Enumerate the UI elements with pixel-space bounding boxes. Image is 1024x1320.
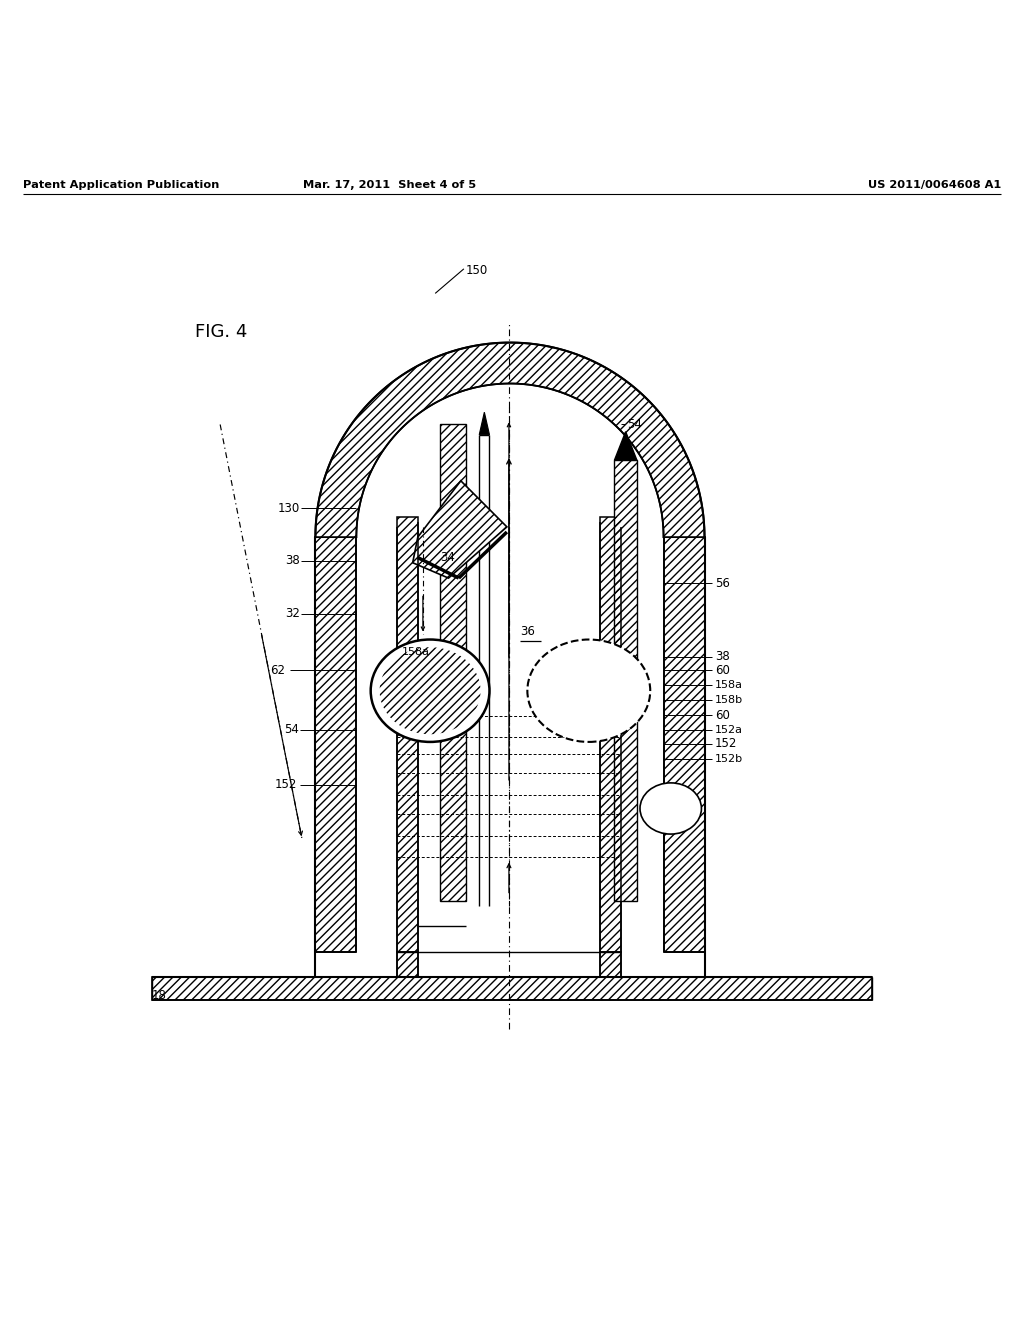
Text: 34: 34 [440, 552, 456, 564]
Polygon shape [600, 952, 621, 977]
Text: 158a: 158a [715, 680, 742, 689]
Polygon shape [614, 461, 637, 900]
Ellipse shape [640, 783, 701, 834]
Polygon shape [397, 952, 418, 977]
Text: 32: 32 [285, 607, 300, 620]
Polygon shape [315, 343, 705, 537]
Text: US 2011/0064608 A1: US 2011/0064608 A1 [868, 180, 1001, 190]
Text: 18: 18 [152, 990, 167, 1002]
Text: 54: 54 [627, 418, 642, 430]
Text: 38: 38 [715, 651, 729, 664]
Polygon shape [315, 537, 356, 952]
Text: 54: 54 [284, 723, 299, 737]
Text: 158b: 158b [715, 694, 742, 705]
Polygon shape [600, 516, 621, 952]
Ellipse shape [527, 639, 650, 742]
Text: Mar. 17, 2011  Sheet 4 of 5: Mar. 17, 2011 Sheet 4 of 5 [302, 180, 476, 190]
Polygon shape [152, 977, 872, 1001]
Text: FIG. 4: FIG. 4 [195, 323, 247, 342]
Text: 158a: 158a [401, 647, 429, 657]
Text: 60: 60 [715, 709, 730, 722]
Text: 152: 152 [274, 779, 297, 792]
Text: 150: 150 [466, 264, 488, 277]
Text: 152b: 152b [715, 754, 742, 764]
Polygon shape [664, 537, 705, 952]
Polygon shape [479, 412, 489, 434]
Polygon shape [614, 432, 637, 461]
Text: 60: 60 [715, 664, 730, 677]
Ellipse shape [371, 639, 489, 742]
Text: Patent Application Publication: Patent Application Publication [23, 180, 219, 190]
Text: 36: 36 [520, 624, 536, 638]
Text: 152a: 152a [715, 725, 742, 735]
Text: 130: 130 [278, 502, 300, 515]
Polygon shape [440, 425, 466, 900]
Polygon shape [413, 480, 507, 578]
Text: 62: 62 [269, 664, 285, 677]
Polygon shape [397, 516, 418, 952]
Text: 56: 56 [715, 577, 730, 590]
Text: 152: 152 [715, 738, 737, 751]
Text: 38: 38 [286, 554, 300, 568]
